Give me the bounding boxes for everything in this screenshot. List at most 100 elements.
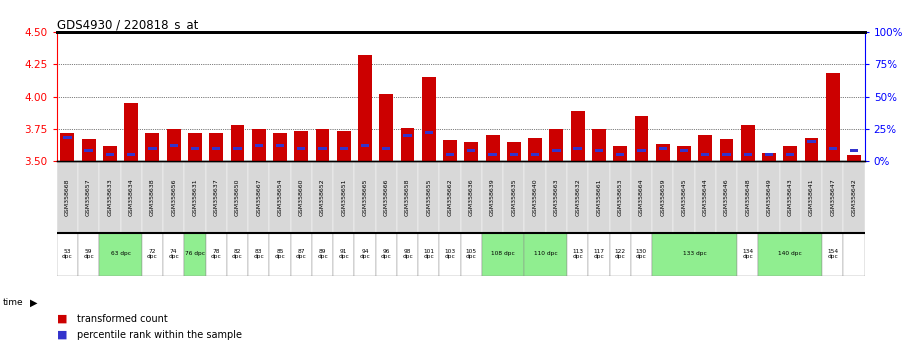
Text: GSM358633: GSM358633 xyxy=(107,178,113,216)
Text: 76 dpc: 76 dpc xyxy=(185,251,205,256)
Bar xyxy=(206,233,227,276)
Bar xyxy=(188,133,202,161)
Text: GSM358654: GSM358654 xyxy=(277,178,283,216)
Text: GSM358652: GSM358652 xyxy=(320,178,325,216)
Bar xyxy=(698,135,712,161)
Text: 96
dpc: 96 dpc xyxy=(381,249,392,259)
Bar xyxy=(826,73,840,161)
Bar xyxy=(210,133,223,161)
Text: 78
dpc: 78 dpc xyxy=(210,249,221,259)
Bar xyxy=(191,147,199,150)
Bar xyxy=(737,233,759,276)
Bar xyxy=(248,161,269,233)
Bar xyxy=(680,149,688,152)
Text: GSM358668: GSM358668 xyxy=(65,178,70,216)
Text: 94
dpc: 94 dpc xyxy=(360,249,371,259)
Text: GDS4930 / 220818_s_at: GDS4930 / 220818_s_at xyxy=(57,18,199,31)
Bar xyxy=(103,145,117,161)
Bar xyxy=(613,145,627,161)
Text: GSM358659: GSM358659 xyxy=(661,178,665,216)
Bar xyxy=(553,149,561,152)
Bar xyxy=(550,129,564,161)
Bar xyxy=(275,144,285,147)
Bar xyxy=(63,137,71,139)
Bar xyxy=(106,153,114,156)
Bar xyxy=(99,233,142,276)
Bar xyxy=(291,161,312,233)
Bar xyxy=(297,147,306,150)
Bar xyxy=(380,94,393,161)
Bar xyxy=(759,161,780,233)
Bar xyxy=(460,161,482,233)
Text: GSM358632: GSM358632 xyxy=(576,178,580,216)
Bar xyxy=(595,149,603,152)
Bar xyxy=(401,127,414,161)
Text: GSM358655: GSM358655 xyxy=(426,178,431,216)
Bar xyxy=(312,161,333,233)
Bar xyxy=(316,129,329,161)
Bar xyxy=(571,111,585,161)
Text: 140 dpc: 140 dpc xyxy=(779,251,802,256)
Bar xyxy=(737,161,759,233)
Bar xyxy=(545,161,567,233)
Bar xyxy=(528,138,542,161)
Bar xyxy=(418,161,439,233)
Text: 117
dpc: 117 dpc xyxy=(594,249,605,259)
Text: GSM358650: GSM358650 xyxy=(235,178,240,216)
Bar xyxy=(425,131,433,134)
Bar xyxy=(630,233,652,276)
Bar xyxy=(358,55,371,161)
Bar xyxy=(184,161,206,233)
Bar xyxy=(142,233,163,276)
Text: GSM358639: GSM358639 xyxy=(490,178,495,216)
Text: GSM358645: GSM358645 xyxy=(682,178,686,216)
Bar xyxy=(354,161,376,233)
Bar xyxy=(169,144,178,147)
Bar xyxy=(127,153,135,156)
Text: GSM358663: GSM358663 xyxy=(554,178,559,216)
Bar xyxy=(630,161,652,233)
Bar xyxy=(404,134,412,137)
Text: GSM358653: GSM358653 xyxy=(618,178,623,216)
Bar xyxy=(524,233,567,276)
Bar xyxy=(252,129,265,161)
Bar xyxy=(295,131,308,161)
Bar xyxy=(269,161,291,233)
Bar xyxy=(443,141,457,161)
Text: 122
dpc: 122 dpc xyxy=(615,249,626,259)
Bar xyxy=(567,233,588,276)
Bar xyxy=(486,135,500,161)
Bar xyxy=(524,161,545,233)
Bar xyxy=(376,233,397,276)
Text: 87
dpc: 87 dpc xyxy=(296,249,307,259)
Bar xyxy=(503,161,524,233)
Bar xyxy=(804,138,818,161)
Text: ■: ■ xyxy=(57,330,67,339)
Bar xyxy=(57,161,78,233)
Bar xyxy=(801,161,823,233)
Bar xyxy=(482,161,503,233)
Bar xyxy=(422,77,436,161)
Bar xyxy=(468,149,476,152)
Text: percentile rank within the sample: percentile rank within the sample xyxy=(77,330,242,339)
Bar xyxy=(574,147,582,150)
Text: GSM358636: GSM358636 xyxy=(468,178,474,216)
Text: GSM358646: GSM358646 xyxy=(724,178,729,216)
Text: 101
dpc: 101 dpc xyxy=(424,249,435,259)
Bar xyxy=(507,142,521,161)
Text: GSM358641: GSM358641 xyxy=(809,178,814,216)
Bar xyxy=(337,131,350,161)
Bar xyxy=(163,233,184,276)
Text: ■: ■ xyxy=(57,314,67,324)
Bar xyxy=(124,103,138,161)
Bar xyxy=(510,153,518,156)
Text: 89
dpc: 89 dpc xyxy=(318,249,328,259)
Text: 108 dpc: 108 dpc xyxy=(491,251,515,256)
Text: GSM358666: GSM358666 xyxy=(383,178,389,216)
Bar xyxy=(588,161,609,233)
Text: GSM358664: GSM358664 xyxy=(639,178,644,216)
Bar xyxy=(78,161,99,233)
Bar xyxy=(460,233,482,276)
Text: GSM358637: GSM358637 xyxy=(214,178,219,216)
Bar xyxy=(652,161,673,233)
